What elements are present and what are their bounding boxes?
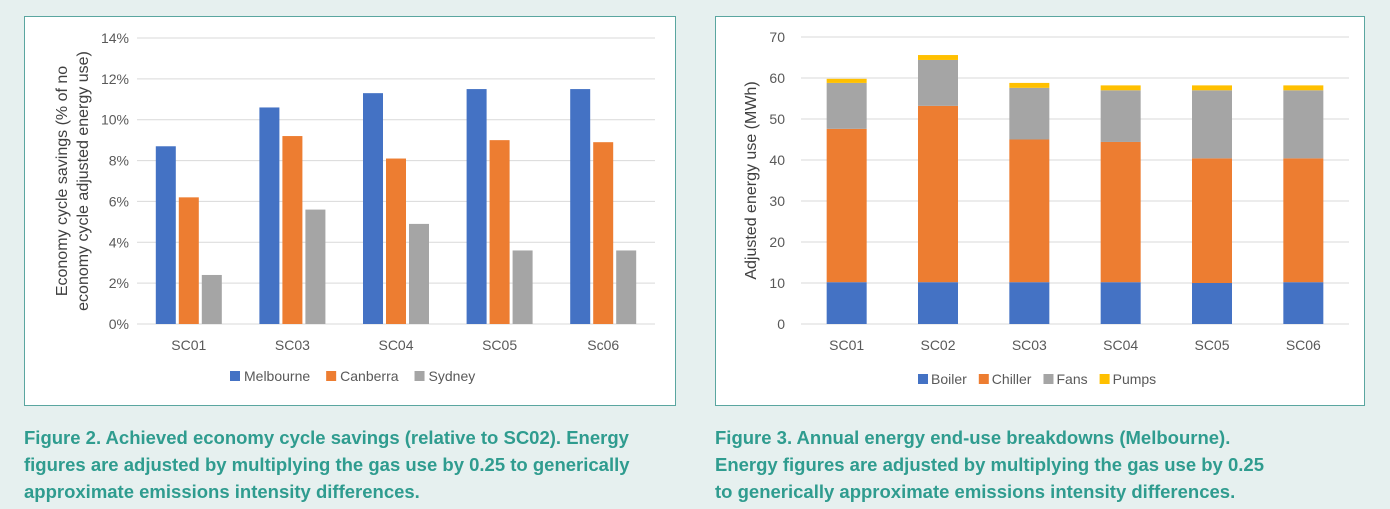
bar-segment-boiler bbox=[826, 282, 867, 324]
figure-3-caption: Figure 3. Annual energy end-use breakdow… bbox=[715, 424, 1355, 505]
y-tick-label: 30 bbox=[769, 193, 785, 209]
bar-segment-boiler bbox=[1009, 282, 1050, 324]
caption-line: to generically approximate emissions int… bbox=[715, 481, 1236, 502]
x-tick-label: SC01 bbox=[171, 337, 206, 353]
x-tick-label: SC03 bbox=[275, 337, 310, 353]
bar-segment-boiler bbox=[1192, 283, 1232, 324]
bar-melbourne bbox=[570, 89, 591, 324]
bar-segment-pumps bbox=[1283, 85, 1324, 91]
x-tick-label: Sc06 bbox=[587, 337, 619, 353]
bar-canberra bbox=[593, 142, 614, 324]
bar-segment-fans bbox=[1192, 90, 1232, 159]
caption-line: Figure 3. Annual energy end-use breakdow… bbox=[715, 427, 1231, 448]
bar-segment-chiller bbox=[1192, 158, 1232, 283]
y-tick-label: 10% bbox=[101, 112, 129, 128]
legend-swatch-pumps bbox=[1099, 374, 1110, 384]
y-tick-label: 8% bbox=[109, 153, 129, 169]
figure-2-caption: Figure 2. Achieved economy cycle savings… bbox=[24, 424, 684, 505]
y-tick-label: 0 bbox=[777, 316, 785, 332]
caption-line: approximate emissions intensity differen… bbox=[24, 481, 420, 502]
x-tick-label: SC05 bbox=[1194, 337, 1229, 353]
legend-label-sydney: Sydney bbox=[429, 368, 476, 384]
caption-line: figures are adjusted by multiplying the … bbox=[24, 454, 630, 475]
x-tick-label: SC04 bbox=[378, 337, 413, 353]
bar-melbourne bbox=[155, 146, 176, 324]
bar-melbourne bbox=[466, 89, 487, 324]
bar-segment-fans bbox=[826, 82, 867, 129]
y-tick-label: 6% bbox=[109, 193, 129, 209]
bar-segment-fans bbox=[918, 59, 958, 106]
y-tick-label: 40 bbox=[769, 152, 785, 168]
bar-sydney bbox=[512, 250, 533, 324]
y-tick-label: 0% bbox=[109, 316, 129, 332]
energy-stacked-bar-chart: 0 10 20 30 40 50 60 70 Adjusted energy use (MWh)… bbox=[743, 29, 1349, 387]
bar-canberra bbox=[178, 197, 199, 324]
bar-segment-boiler bbox=[918, 282, 958, 324]
legend-swatch-fans bbox=[1043, 374, 1054, 384]
x-tick-label: SC01 bbox=[829, 337, 864, 353]
legend-swatch-sydney bbox=[414, 371, 425, 381]
bar-segment-chiller bbox=[1100, 141, 1141, 283]
x-tick-label: SC03 bbox=[1012, 337, 1047, 353]
bar-canberra bbox=[386, 158, 406, 324]
legend-swatch-chiller bbox=[978, 374, 989, 384]
legend-swatch-boiler bbox=[918, 374, 928, 384]
bar-segment-fans bbox=[1009, 87, 1050, 140]
y-tick-label: 20 bbox=[769, 234, 785, 250]
y-tick-label: 70 bbox=[769, 29, 785, 45]
legend-swatch-canberra bbox=[326, 371, 337, 381]
bar-sydney bbox=[616, 250, 637, 324]
bar-segment-chiller bbox=[1009, 139, 1050, 283]
bar-sydney bbox=[305, 209, 326, 324]
bar-segment-pumps bbox=[1100, 85, 1141, 91]
y-tick-label: 14% bbox=[101, 30, 129, 46]
legend-label-melbourne: Melbourne bbox=[244, 368, 310, 384]
caption-line: Figure 2. Achieved economy cycle savings… bbox=[24, 427, 629, 448]
bar-segment-boiler bbox=[1283, 282, 1324, 324]
y-axis-title-line-1: Economy cycle savings (% of no bbox=[54, 66, 71, 296]
y-axis-title: Adjusted energy use (MWh) bbox=[743, 81, 760, 279]
bar-segment-pumps bbox=[1192, 85, 1232, 91]
y-tick-label: 60 bbox=[769, 70, 785, 86]
bar-segment-chiller bbox=[826, 128, 867, 283]
y-tick-label: 4% bbox=[109, 234, 129, 250]
bar-melbourne bbox=[363, 93, 383, 325]
chart-panel-savings: 0% 2% 4% 6% 8% 10% 12% 14% Economy cycle savings… bbox=[24, 16, 676, 406]
bar-canberra bbox=[489, 140, 510, 324]
bar-segment-fans bbox=[1283, 90, 1324, 159]
bar-sydney bbox=[201, 274, 222, 324]
y-tick-label: 12% bbox=[101, 71, 129, 87]
x-tick-label: SC05 bbox=[482, 337, 517, 353]
x-tick-label: SC06 bbox=[1286, 337, 1321, 353]
y-tick-label: 50 bbox=[769, 111, 785, 127]
caption-line: Energy figures are adjusted by multiplyi… bbox=[715, 454, 1264, 475]
legend-label-pumps: Pumps bbox=[1113, 371, 1157, 387]
y-axis-title-line-2: economy cycle adjusted energy use) bbox=[75, 51, 92, 311]
bar-segment-pumps bbox=[918, 55, 958, 60]
x-tick-label: SC02 bbox=[920, 337, 955, 353]
legend-label-boiler: Boiler bbox=[931, 371, 967, 387]
savings-bar-chart: 0% 2% 4% 6% 8% 10% 12% 14% Economy cycle savings… bbox=[54, 30, 655, 384]
x-tick-label: SC04 bbox=[1103, 337, 1138, 353]
bar-segment-boiler bbox=[1100, 282, 1141, 324]
bar-canberra bbox=[282, 136, 303, 324]
bar-segment-fans bbox=[1100, 90, 1141, 142]
legend-label-fans: Fans bbox=[1056, 371, 1087, 387]
bar-segment-chiller bbox=[918, 105, 958, 283]
bar-segment-pumps bbox=[826, 78, 867, 83]
y-tick-label: 10 bbox=[769, 275, 785, 291]
legend-label-canberra: Canberra bbox=[340, 368, 399, 384]
bar-segment-chiller bbox=[1283, 158, 1324, 283]
bar-segment-pumps bbox=[1009, 82, 1050, 88]
legend-label-chiller: Chiller bbox=[992, 371, 1032, 387]
bar-melbourne bbox=[259, 107, 280, 324]
chart-panel-energy: 0 10 20 30 40 50 60 70 Adjusted energy use (MWh)… bbox=[715, 16, 1365, 406]
legend-swatch-melbourne bbox=[230, 371, 240, 381]
y-tick-label: 2% bbox=[109, 275, 129, 291]
bar-sydney bbox=[409, 223, 429, 324]
